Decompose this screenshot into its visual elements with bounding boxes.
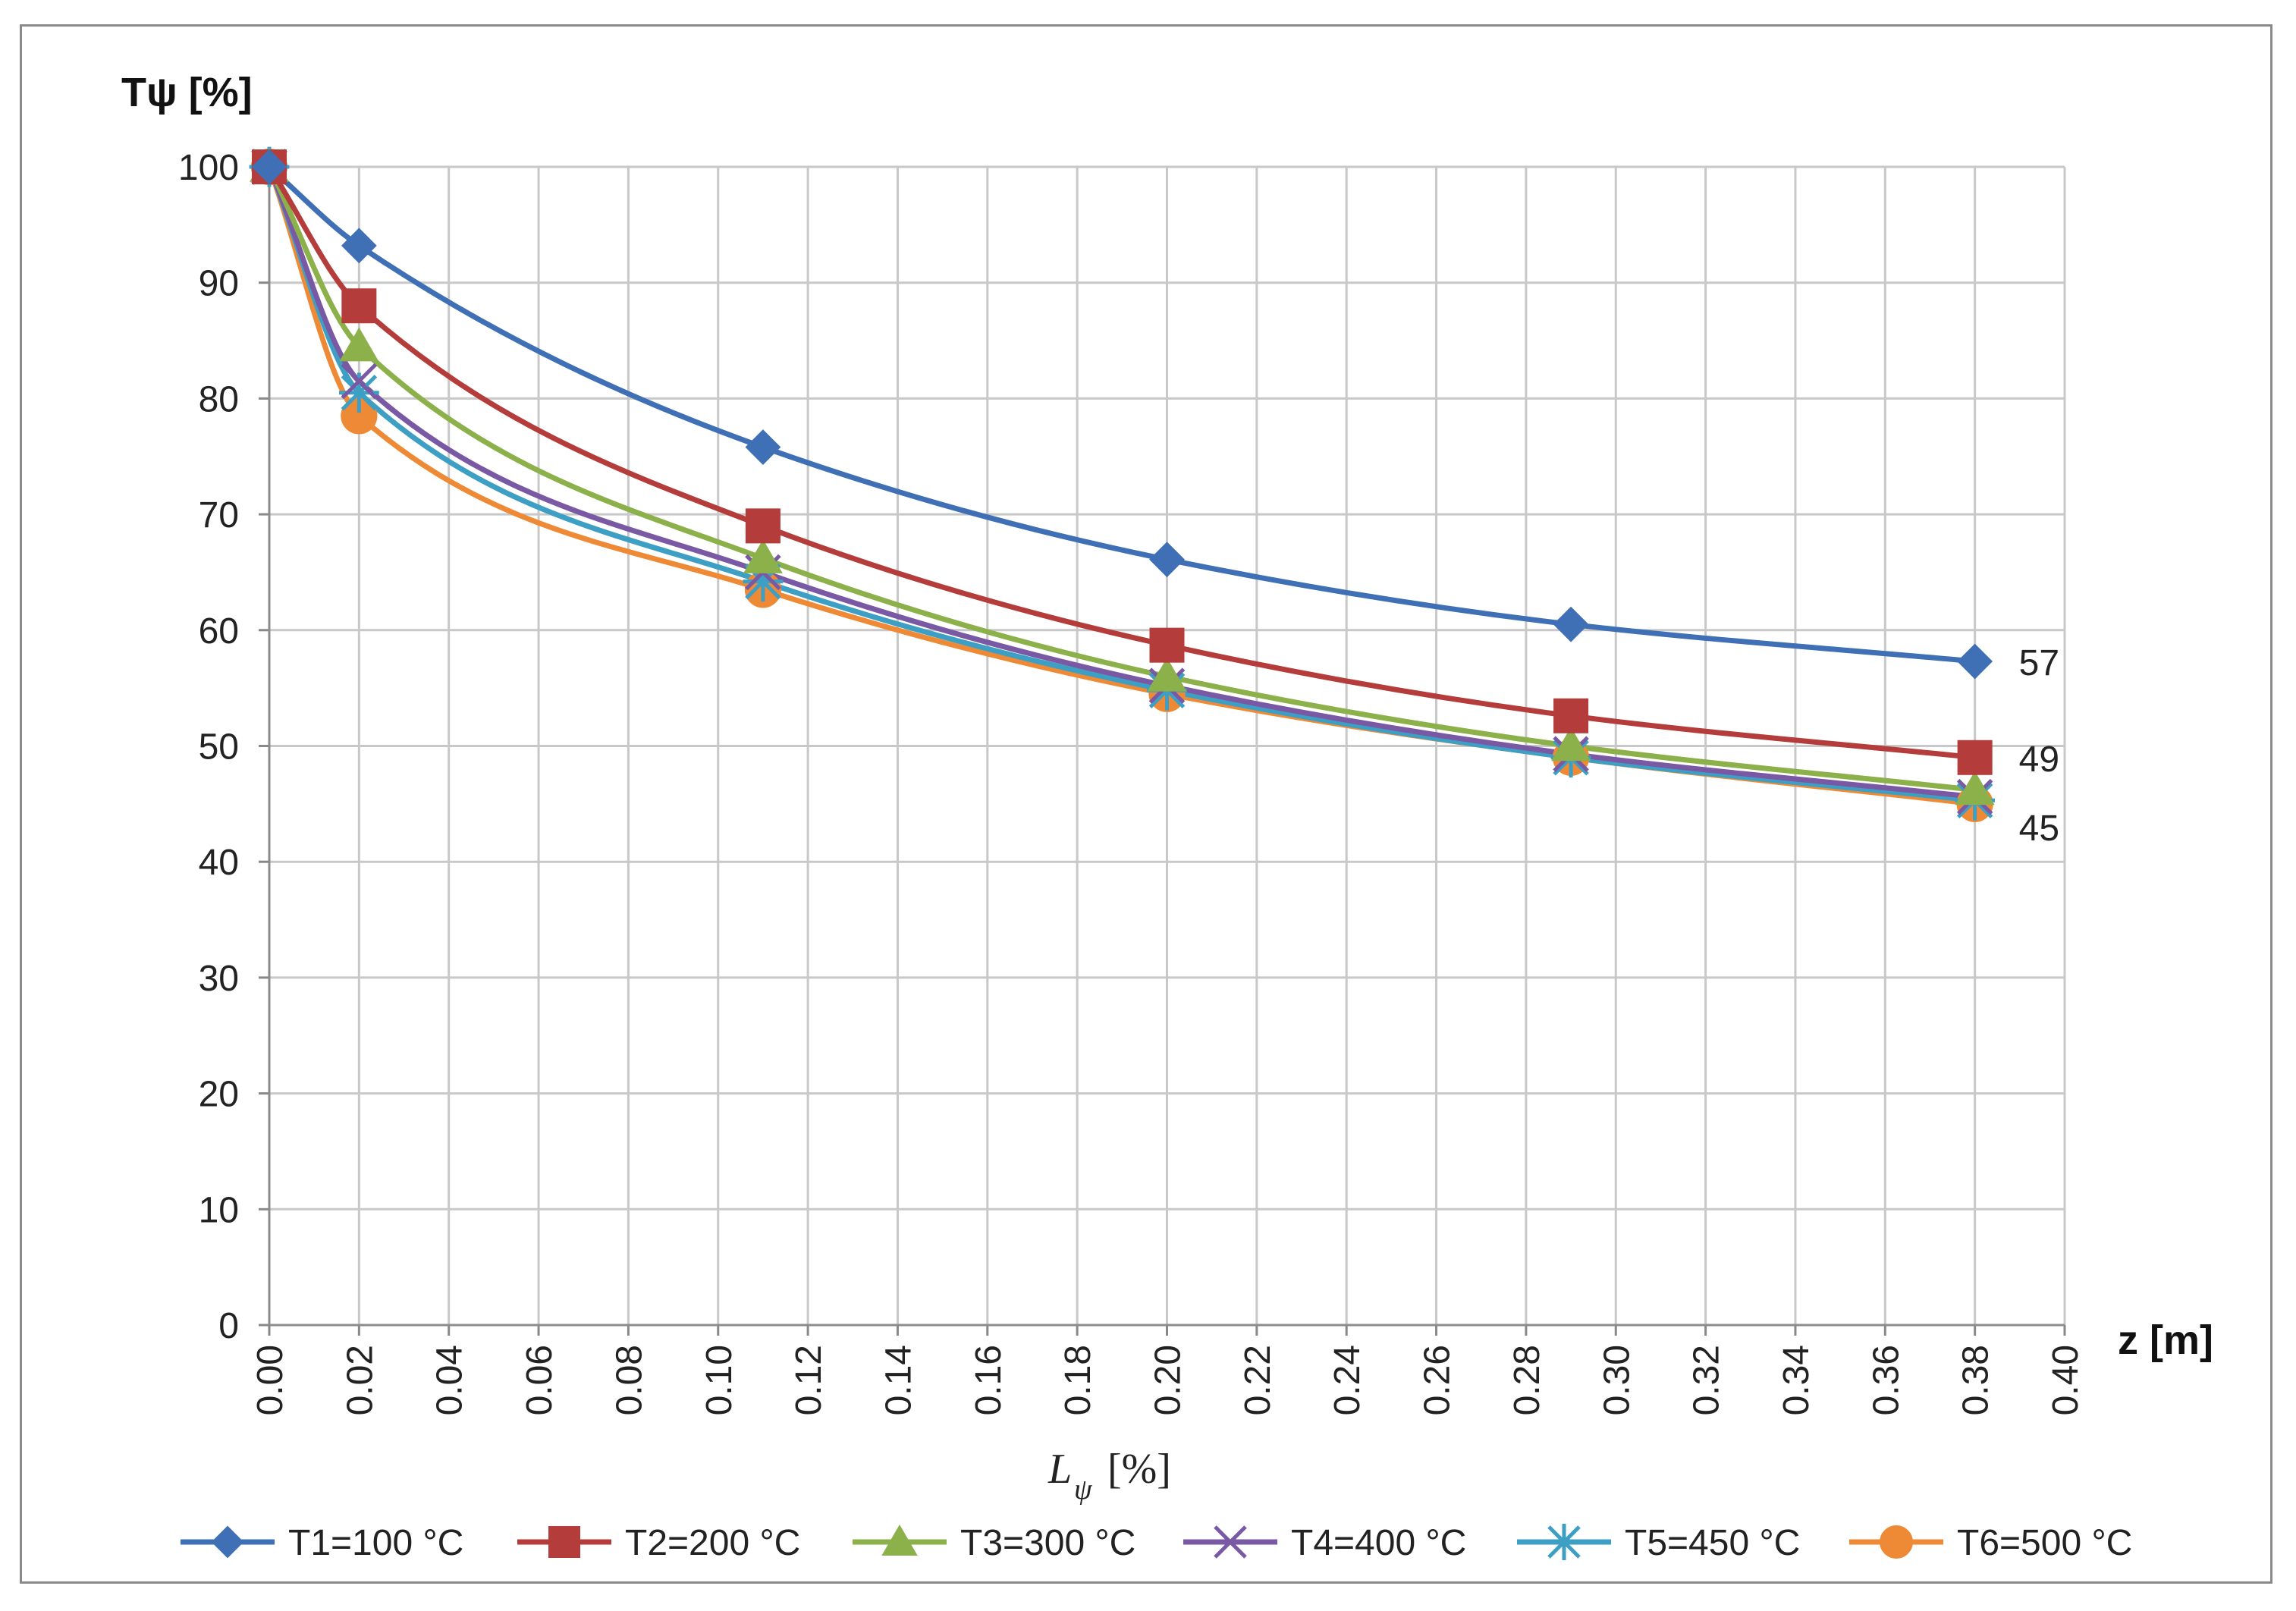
x-tick-label: 0.06 <box>520 1345 560 1415</box>
series-line-1 <box>266 164 1978 664</box>
data-point-series-2 <box>1149 627 1185 663</box>
series-line-5 <box>266 164 1978 803</box>
data-point-series-1 <box>1149 542 1185 578</box>
below-axis-label-sub: ψ <box>1074 1474 1093 1506</box>
data-point-series-5 <box>743 561 784 602</box>
series-lines <box>266 164 1978 807</box>
tick-labels: 0.00 0.02 0.04 0.06 0.08 0.10 0.12 0.14 0.16 0.18… <box>178 148 2086 1415</box>
y-tick-label: 0 <box>218 1306 239 1346</box>
x-tick-label: 0.30 <box>1597 1345 1637 1415</box>
below-axis-label-unit: [%] <box>1107 1446 1171 1493</box>
legend-swatch-marker <box>881 1525 918 1556</box>
legend: T1=100 °C T2=200 °C T3=300 °C T4=400 °C T5=4… <box>181 1523 2132 1563</box>
y-tick-label: 70 <box>199 495 239 535</box>
end-labels: 57 49 45 <box>2019 643 2059 849</box>
series-line-2 <box>266 164 1978 761</box>
data-point-series-2 <box>745 508 781 544</box>
legend-swatch-marker <box>1214 1525 1247 1559</box>
legend-item-5: T5=450 °C <box>1517 1523 1800 1563</box>
x-tick-label: 0.00 <box>250 1345 291 1415</box>
x-tick-label: 0.04 <box>430 1345 470 1415</box>
data-point-series-3 <box>1147 657 1187 692</box>
legend-item-6: T6=500 °C <box>1849 1523 2132 1563</box>
series-markers <box>249 146 1996 822</box>
data-point-series-1 <box>1957 643 1993 680</box>
x-tick-label: 0.22 <box>1238 1345 1278 1415</box>
legend-swatch-marker <box>548 1526 580 1558</box>
data-point-series-1 <box>745 429 781 465</box>
y-tick-label: 50 <box>199 727 239 768</box>
x-tick-label: 0.14 <box>878 1345 919 1415</box>
end-value-label: 57 <box>2019 643 2059 683</box>
x-tick-label: 0.38 <box>1956 1345 1996 1415</box>
y-tick-label: 60 <box>199 611 239 652</box>
legend-label: T1=100 °C <box>288 1523 463 1563</box>
series-line-3 <box>266 164 1978 793</box>
below-axis-label-main: L <box>1047 1446 1072 1493</box>
legend-item-3: T3=300 °C <box>853 1523 1135 1563</box>
y-tick-label: 100 <box>178 148 239 188</box>
x-tick-label: 0.26 <box>1418 1345 1458 1415</box>
data-point-series-2 <box>341 288 377 324</box>
x-tick-label: 0.40 <box>2046 1345 2086 1415</box>
below-axis-label: L ψ [%] <box>1047 1446 1171 1506</box>
x-tick-label: 0.34 <box>1776 1345 1817 1415</box>
legend-item-4: T4=400 °C <box>1183 1523 1466 1563</box>
x-tick-label: 0.18 <box>1058 1345 1098 1415</box>
data-point-series-3 <box>743 539 783 573</box>
legend-item-2: T2=200 °C <box>517 1523 800 1563</box>
x-tick-label: 0.28 <box>1507 1345 1547 1415</box>
x-tick-label: 0.08 <box>609 1345 649 1415</box>
series-line-4 <box>266 164 1978 800</box>
legend-label: T5=450 °C <box>1625 1523 1800 1563</box>
end-value-label: 49 <box>2019 740 2059 780</box>
legend-label: T3=300 °C <box>960 1523 1135 1563</box>
data-point-series-1 <box>251 149 287 185</box>
x-tick-label: 0.32 <box>1687 1345 1727 1415</box>
y-tick-label: 80 <box>199 379 239 419</box>
data-point-series-3 <box>339 327 379 362</box>
data-point-series-5 <box>338 372 379 413</box>
end-value-label: 45 <box>2019 809 2059 849</box>
data-point-series-2 <box>1553 698 1589 733</box>
legend-label: T4=400 °C <box>1291 1523 1466 1563</box>
legend-swatch-marker <box>211 1525 244 1559</box>
x-axis-title: z [m] <box>2118 1317 2213 1363</box>
x-tick-label: 0.12 <box>789 1345 829 1415</box>
y-tick-label: 40 <box>199 843 239 883</box>
x-tick-label: 0.16 <box>969 1345 1009 1415</box>
data-point-series-4 <box>341 363 378 400</box>
legend-swatch-marker <box>1546 1524 1582 1560</box>
data-point-series-1 <box>1553 606 1589 642</box>
y-tick-label: 30 <box>199 959 239 999</box>
chart-frame <box>20 24 2272 1584</box>
grid <box>259 165 2066 1336</box>
y-tick-label: 20 <box>199 1075 239 1115</box>
x-tick-label: 0.20 <box>1148 1345 1189 1415</box>
x-tick-label: 0.36 <box>1866 1345 1906 1415</box>
x-tick-label: 0.24 <box>1327 1345 1368 1415</box>
legend-swatch-marker <box>1880 1525 1913 1559</box>
data-point-series-1 <box>341 228 377 264</box>
series-line-6 <box>266 164 1978 807</box>
data-point-series-2 <box>1957 740 1993 775</box>
legend-label: T6=500 °C <box>1957 1523 2132 1563</box>
legend-item-1: T1=100 °C <box>181 1523 463 1563</box>
y-axis-title: Tψ [%] <box>121 70 253 115</box>
y-tick-label: 10 <box>199 1190 239 1230</box>
y-tick-label: 90 <box>199 264 239 304</box>
legend-label: T2=200 °C <box>625 1523 800 1563</box>
data-point-series-3 <box>1955 771 1995 806</box>
x-tick-label: 0.02 <box>340 1345 380 1415</box>
x-tick-label: 0.10 <box>699 1345 740 1415</box>
data-point-series-3 <box>1551 727 1591 762</box>
